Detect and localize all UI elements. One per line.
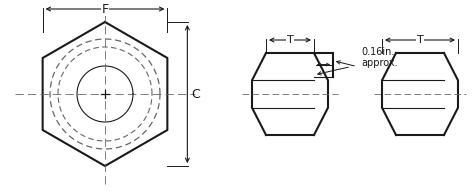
Text: F: F xyxy=(101,2,109,15)
Text: C: C xyxy=(191,87,200,100)
Text: T: T xyxy=(417,35,423,45)
Text: 0.16in.
approx.: 0.16in. approx. xyxy=(361,47,398,68)
Text: T: T xyxy=(287,35,293,45)
